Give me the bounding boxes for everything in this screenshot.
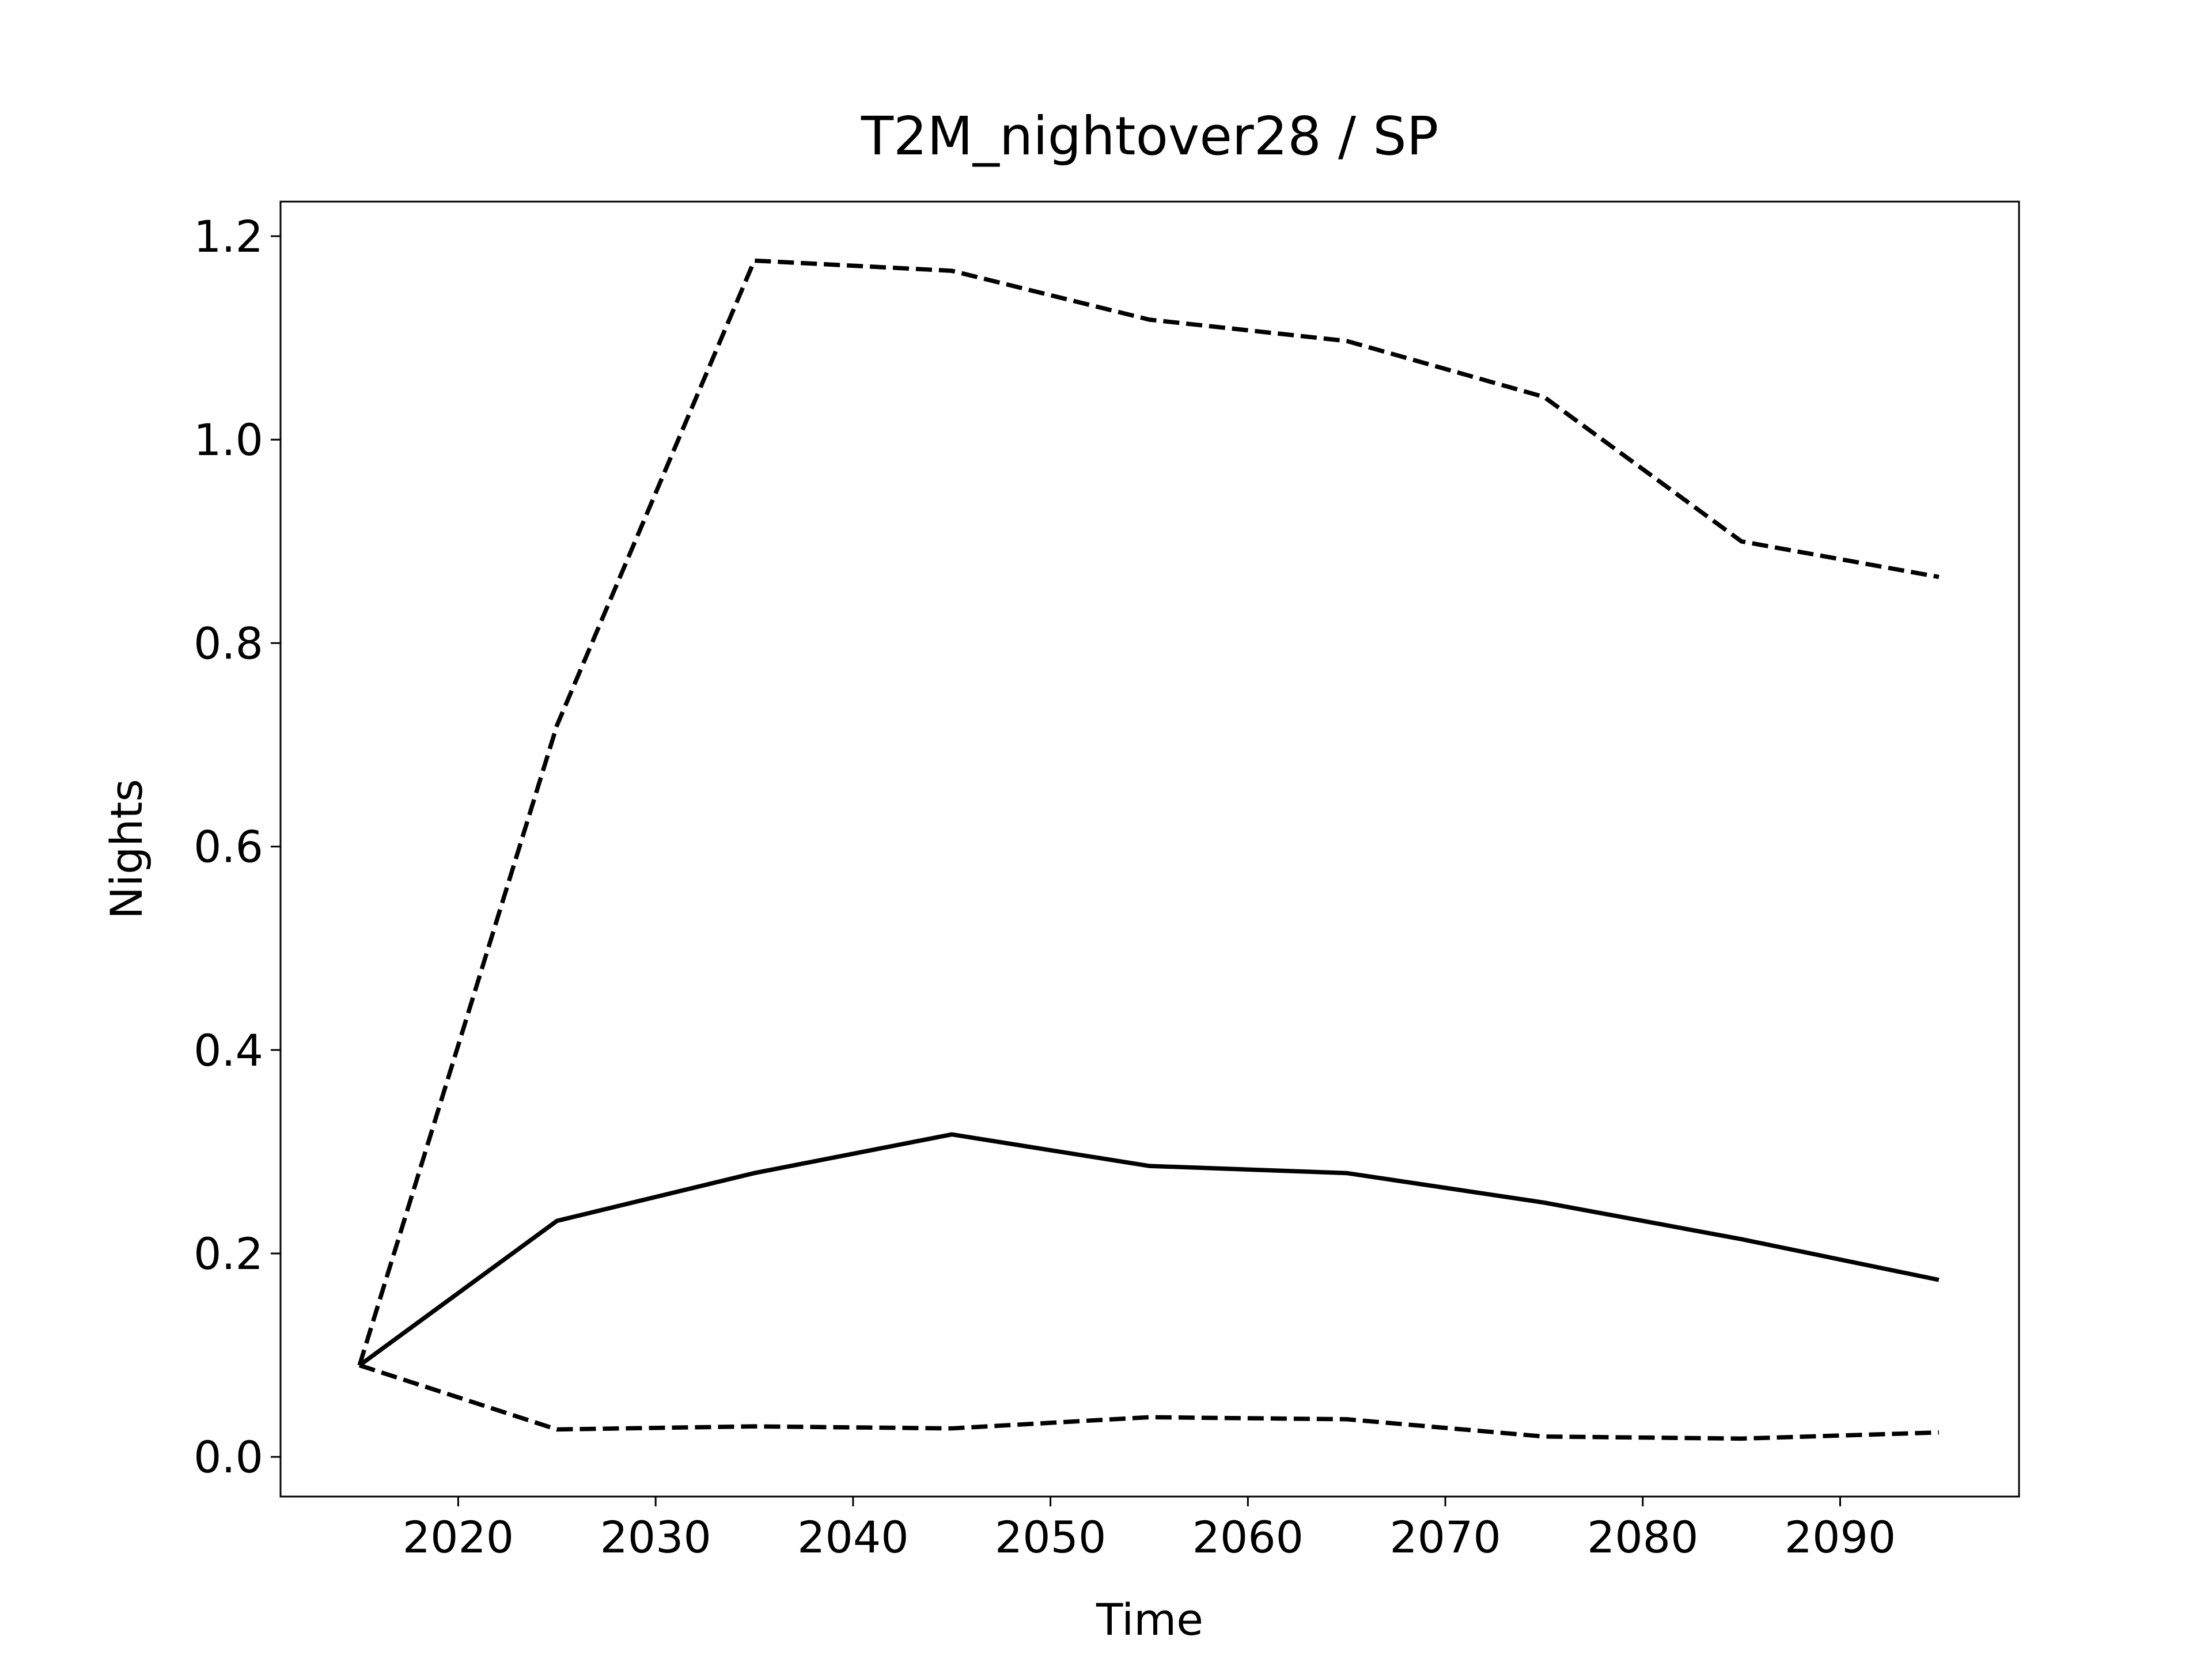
y-tick-label: 0.6 bbox=[194, 821, 263, 873]
series-line bbox=[358, 1363, 1939, 1441]
y-tick-label: 0.0 bbox=[194, 1431, 263, 1483]
chart-title: T2M_nightover28 / SP bbox=[861, 105, 1438, 167]
x-tick-label: 2060 bbox=[1192, 1512, 1304, 1563]
series-line bbox=[357, 258, 1940, 1366]
x-tick-label: 2040 bbox=[797, 1512, 908, 1563]
x-tick-label: 2020 bbox=[403, 1512, 514, 1563]
y-tick-label: 0.4 bbox=[194, 1025, 263, 1076]
x-tick-label: 2050 bbox=[995, 1512, 1106, 1563]
y-tick-label: 0.2 bbox=[194, 1228, 263, 1279]
y-tick-label: 1.2 bbox=[194, 211, 263, 262]
x-axis-label: Time bbox=[1096, 1594, 1203, 1645]
series-line bbox=[358, 1132, 1940, 1368]
y-tick-label: 0.8 bbox=[194, 618, 263, 669]
y-tick-label: 1.0 bbox=[194, 414, 263, 465]
x-tick-label: 2080 bbox=[1587, 1512, 1698, 1563]
x-tick-label: 2070 bbox=[1389, 1512, 1501, 1563]
y-axis-label: Nights bbox=[101, 779, 152, 919]
x-tick-label: 2030 bbox=[600, 1512, 711, 1563]
x-tick-label: 2090 bbox=[1785, 1512, 1896, 1563]
plot-frame bbox=[279, 200, 2020, 1498]
